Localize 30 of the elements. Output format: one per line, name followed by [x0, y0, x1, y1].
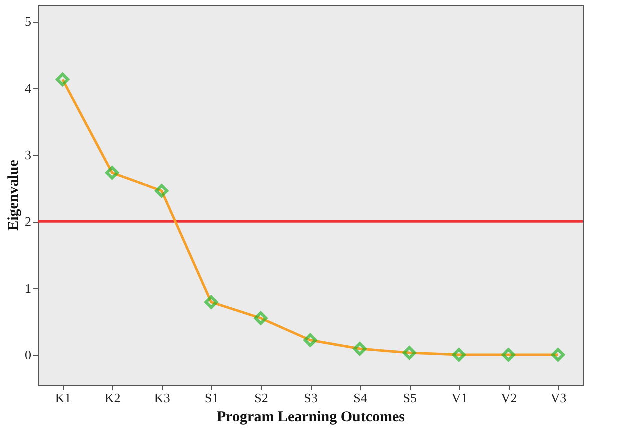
point	[204, 296, 218, 310]
x-tick-label: K1	[55, 390, 72, 406]
point	[502, 348, 516, 362]
x-tick-label: K3	[154, 390, 170, 406]
y-tick-label: 3	[25, 148, 32, 162]
y-tick-label: 4	[25, 80, 32, 96]
point	[402, 346, 416, 360]
x-tick-label: S5	[403, 390, 417, 406]
y-tick-label: 1	[25, 280, 32, 296]
x-tick-label: S4	[354, 390, 368, 406]
x-tick-label: S3	[304, 390, 318, 406]
x-tick-label: K2	[104, 390, 121, 406]
point	[551, 348, 565, 362]
x-tick-label: V1	[452, 390, 468, 406]
y-tick-label: 0	[25, 348, 32, 362]
x-tick-label: V3	[550, 390, 567, 406]
y-tick-label: 2	[25, 214, 32, 230]
point	[304, 334, 318, 348]
x-axis-title: Program Learning Outcomes	[216, 410, 406, 426]
point	[56, 72, 70, 86]
y-tick-label: 5	[25, 14, 32, 30]
point	[452, 348, 466, 362]
x-tick-label: S1	[205, 390, 219, 406]
x-tick-label: S2	[254, 390, 268, 406]
point	[155, 184, 169, 198]
y-axis-title: Eigenvalue	[6, 160, 22, 231]
x-tick-label: V2	[501, 390, 518, 406]
point	[353, 342, 367, 356]
point	[106, 166, 120, 180]
point	[254, 312, 268, 326]
